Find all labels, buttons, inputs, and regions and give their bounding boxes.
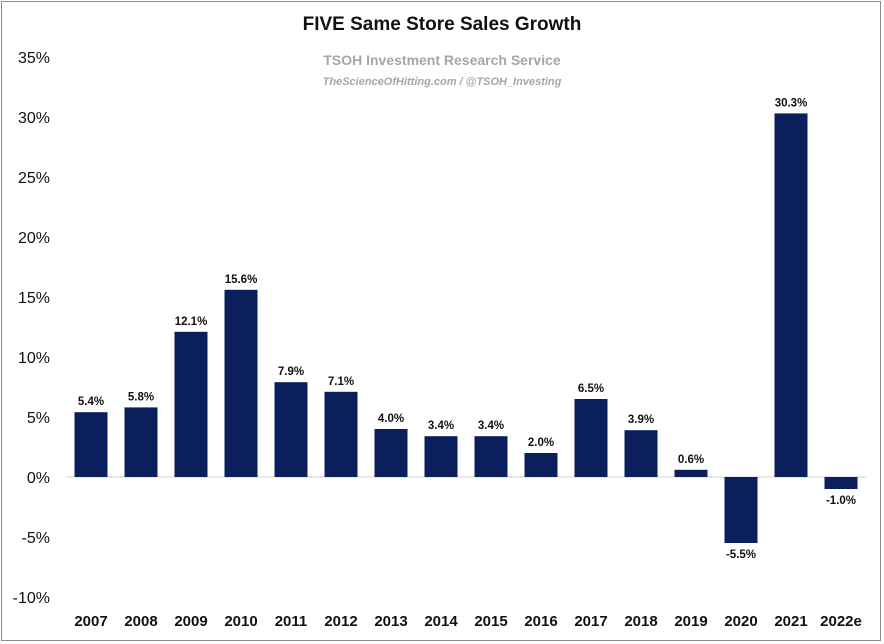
bar-2009	[174, 331, 208, 477]
bar-2017	[574, 399, 608, 477]
data-label-2015: 3.4%	[478, 420, 504, 432]
data-label-2021: 30.3%	[775, 97, 808, 109]
y-tick-label: 10%	[18, 350, 50, 367]
x-tick-label-2017: 2017	[574, 613, 607, 630]
data-label-2019: 0.6%	[678, 454, 704, 466]
x-tick-label-2008: 2008	[124, 613, 157, 630]
x-tick-label-2007: 2007	[74, 613, 107, 630]
y-tick-label: 35%	[18, 50, 50, 67]
y-tick-label: 0%	[27, 470, 50, 487]
x-tick-label-2014: 2014	[424, 613, 458, 630]
data-label-2007: 5.4%	[78, 396, 104, 408]
x-tick-label-2022e: 2022e	[820, 613, 862, 630]
bar-2018	[624, 430, 658, 477]
bar-2021	[774, 113, 808, 478]
bar-2019	[674, 469, 708, 477]
data-label-2014: 3.4%	[428, 420, 454, 432]
x-tick-label-2012: 2012	[324, 613, 357, 630]
chart-subtitle: TSOH Investment Research Service	[323, 52, 561, 68]
bar-2011	[274, 382, 308, 477]
chart-source: TheScienceOfHitting.com / @TSOH_Investin…	[322, 76, 562, 88]
x-tick-label-2010: 2010	[224, 613, 257, 630]
y-tick-label: 20%	[18, 230, 50, 247]
data-label-2012: 7.1%	[328, 376, 354, 388]
data-label-2020: -5.5%	[726, 549, 756, 561]
x-tick-label-2009: 2009	[174, 613, 207, 630]
data-label-2010: 15.6%	[225, 274, 258, 286]
y-tick-label: 5%	[27, 410, 50, 427]
y-tick-label: 25%	[18, 170, 50, 187]
bar-2007	[74, 412, 108, 477]
x-tick-label-2013: 2013	[374, 613, 407, 630]
data-label-2016: 2.0%	[528, 437, 554, 449]
bar-2012	[324, 391, 358, 477]
bar-2015	[474, 436, 508, 477]
x-tick-label-2011: 2011	[275, 613, 308, 630]
x-tick-label-2021: 2021	[774, 613, 807, 630]
y-tick-label: 30%	[18, 110, 50, 127]
x-tick-label-2018: 2018	[624, 613, 657, 630]
data-label-2017: 6.5%	[578, 383, 604, 395]
y-tick-label: -5%	[22, 530, 50, 547]
data-label-2022e: -1.0%	[826, 495, 856, 507]
data-label-2011: 7.9%	[278, 366, 304, 378]
bar-2014	[424, 436, 458, 477]
x-tick-label-2016: 2016	[524, 613, 557, 630]
y-tick-label: -10%	[13, 590, 50, 607]
x-tick-label-2019: 2019	[674, 613, 707, 630]
bar-2008	[124, 407, 158, 477]
data-label-2008: 5.8%	[128, 391, 154, 403]
bar-2010	[224, 289, 258, 477]
bar-2016	[524, 453, 558, 477]
bar-2022e	[824, 477, 858, 489]
chart-title: FIVE Same Store Sales Growth	[302, 14, 582, 35]
y-tick-label: 15%	[18, 290, 50, 307]
bar-2013	[374, 429, 408, 477]
data-label-2018: 3.9%	[628, 414, 654, 426]
bar-2020	[724, 477, 758, 543]
x-tick-label-2015: 2015	[474, 613, 507, 630]
data-label-2009: 12.1%	[175, 316, 208, 328]
data-label-2013: 4.0%	[378, 413, 404, 425]
x-tick-label-2020: 2020	[724, 613, 757, 630]
